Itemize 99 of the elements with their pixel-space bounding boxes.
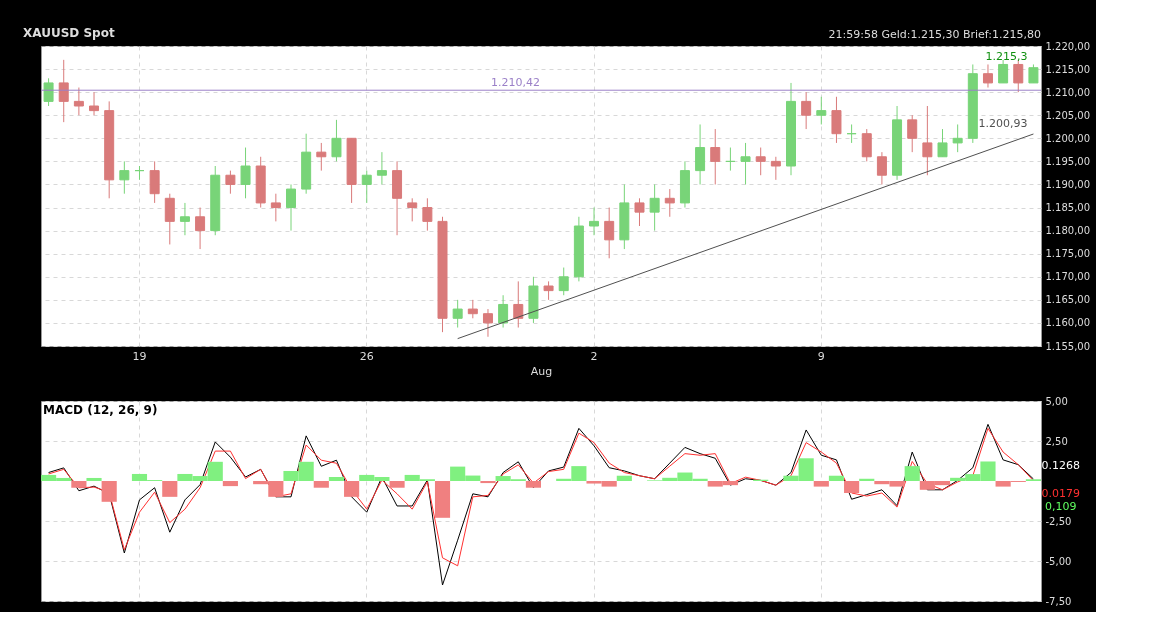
- bar: [86, 477, 102, 481]
- y-tick-label: 5,00: [1045, 395, 1068, 407]
- chart-subtitle: 21:59:58 Geld:1.215,30 Brief:1.215,80: [828, 28, 1041, 41]
- candlestick: [664, 188, 675, 218]
- y-tick-label: 1.180,00: [1045, 225, 1091, 237]
- ref-line-label: 1.210,42: [491, 76, 540, 90]
- y-tick-label: 1.220,00: [1045, 40, 1091, 52]
- candlestick: [513, 280, 524, 329]
- candlestick: [179, 202, 190, 236]
- candlestick: [755, 147, 766, 176]
- candlestick: [998, 59, 1009, 84]
- candlestick: [331, 119, 342, 162]
- bar: [434, 481, 451, 518]
- bar: [828, 475, 845, 481]
- y-tick-label: 1.200,00: [1045, 132, 1091, 144]
- candlestick: [952, 123, 963, 153]
- candlestick: [831, 96, 842, 144]
- candlestick: [270, 193, 281, 222]
- candlestick: [861, 128, 872, 162]
- chart-title: XAUUSD Spot: [23, 26, 115, 40]
- candlestick: [710, 128, 721, 185]
- y-tick-label: 1.215,00: [1045, 63, 1091, 75]
- bar: [904, 466, 920, 481]
- y-tick-label: 1.175,00: [1045, 248, 1091, 260]
- candlestick: [937, 128, 948, 158]
- chart-title: MACD (12, 26, 9): [43, 403, 158, 417]
- y-tick-label: 1.210,00: [1045, 86, 1091, 98]
- bar: [71, 481, 87, 488]
- candlestick: [770, 156, 781, 181]
- candlestick: [422, 197, 433, 232]
- candlestick: [149, 160, 160, 204]
- candlestick: [89, 91, 100, 116]
- y-tick-label: 1.160,00: [1045, 317, 1091, 329]
- candlestick: [164, 193, 175, 245]
- candlestick: [816, 96, 827, 125]
- bar: [344, 481, 360, 497]
- candlestick: [195, 207, 206, 250]
- candlestick: [589, 207, 600, 236]
- y-tick-label: -2,50: [1045, 515, 1072, 527]
- candlestick: [498, 294, 509, 329]
- candlestick: [1013, 59, 1024, 93]
- y-tick-label: 1.195,00: [1045, 155, 1091, 167]
- y-tick-label: -5,00: [1045, 555, 1072, 567]
- bar: [813, 481, 829, 487]
- bar: [162, 481, 178, 497]
- bar: [525, 481, 541, 488]
- candlestick: [634, 197, 645, 227]
- y-tick-label: 1.190,00: [1045, 178, 1091, 190]
- x-tick-label: 9: [817, 349, 825, 363]
- bar: [328, 477, 345, 481]
- bar: [101, 481, 117, 502]
- candlestick: [907, 114, 918, 153]
- bar: [313, 481, 329, 488]
- candlestick: [376, 151, 387, 185]
- x-tick-label: 2: [590, 349, 598, 363]
- y-tick-label: -7,50: [1045, 595, 1072, 607]
- x-tick-label: 26: [359, 349, 374, 363]
- candlestick: [740, 142, 751, 185]
- data-label: 1.200,93: [978, 117, 1028, 131]
- candlestick: [982, 63, 993, 89]
- data-label: 0.0179: [1041, 486, 1080, 500]
- x-tick-label: 19: [132, 349, 147, 363]
- candlestick: [240, 147, 251, 199]
- candlestick: [482, 308, 493, 338]
- text: 0,109: [1045, 499, 1077, 513]
- candlestick: [801, 91, 812, 130]
- candlestick: [876, 151, 887, 185]
- candlestick: [58, 59, 69, 123]
- candlestick: [225, 170, 236, 195]
- bar: [389, 481, 405, 488]
- candlestick: [543, 280, 554, 301]
- candlestick: [119, 160, 130, 195]
- text: 1.215,3: [985, 50, 1028, 64]
- bar: [480, 481, 496, 484]
- y-tick-label: 1.205,00: [1045, 109, 1091, 121]
- candlestick: [407, 197, 418, 222]
- bar: [616, 475, 632, 481]
- candlestick: [922, 105, 933, 176]
- x-axis-title: Aug: [530, 364, 553, 378]
- candlestick: [73, 87, 84, 116]
- y-tick-label: 1.165,00: [1045, 294, 1091, 306]
- candlestick: [316, 142, 327, 172]
- y-tick-label: 1.185,00: [1045, 202, 1091, 214]
- candlestick: [649, 183, 660, 232]
- candlestick: [1028, 63, 1039, 84]
- candlestick: [695, 123, 706, 185]
- bar: [222, 481, 238, 487]
- candlestick: [361, 170, 372, 204]
- bar: [844, 481, 860, 493]
- candlestick: [604, 207, 615, 259]
- candlestick: [467, 299, 478, 319]
- data-label: 0.1268: [1041, 458, 1080, 472]
- candlestick: [452, 299, 463, 329]
- candlestick: [558, 267, 569, 296]
- candlestick: [43, 77, 54, 107]
- y-tick-label: 1.155,00: [1045, 340, 1091, 352]
- y-tick-label: 1.170,00: [1045, 271, 1091, 283]
- candlestick: [286, 183, 296, 232]
- y-tick-label: 2,50: [1045, 435, 1068, 447]
